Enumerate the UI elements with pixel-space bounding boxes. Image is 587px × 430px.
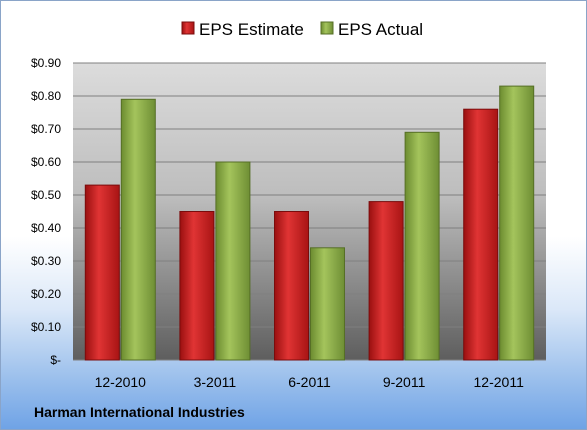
bar-actual	[120, 98, 156, 361]
y-tick-label: $-	[50, 353, 61, 367]
bar-actual	[215, 161, 251, 361]
x-tick-label: 6-2011	[288, 374, 331, 390]
legend-swatch-estimate	[181, 21, 195, 35]
y-tick-label: $0.80	[31, 89, 61, 103]
y-tick-label: $0.60	[31, 155, 61, 169]
y-tick-label: $0.10	[31, 320, 61, 334]
x-tick-label: 9-2011	[383, 374, 426, 390]
company-name: Harman International Industries	[34, 404, 245, 420]
y-tick-label: $0.70	[31, 122, 61, 136]
y-tick-label: $0.90	[31, 56, 61, 70]
legend-swatch-actual	[320, 21, 334, 35]
x-tick-label: 3-2011	[194, 374, 237, 390]
y-tick-label: $0.30	[31, 254, 61, 268]
bar-actual	[404, 131, 440, 361]
x-tick-label: 12-2011	[474, 374, 525, 390]
legend-label: EPS Actual	[338, 20, 423, 39]
bar-estimate	[368, 201, 404, 361]
y-tick-label: $0.20	[31, 287, 61, 301]
x-tick-label: 12-2010	[95, 374, 147, 390]
legend-label: EPS Estimate	[199, 20, 304, 39]
bar-estimate	[463, 108, 499, 361]
bar-estimate	[84, 184, 120, 361]
bar-estimate	[274, 211, 309, 361]
y-tick-label: $0.50	[31, 188, 61, 202]
y-tick-label: $0.40	[31, 221, 61, 235]
bar-estimate	[179, 211, 215, 361]
bar-actual	[499, 85, 535, 361]
bar-actual	[310, 247, 345, 361]
